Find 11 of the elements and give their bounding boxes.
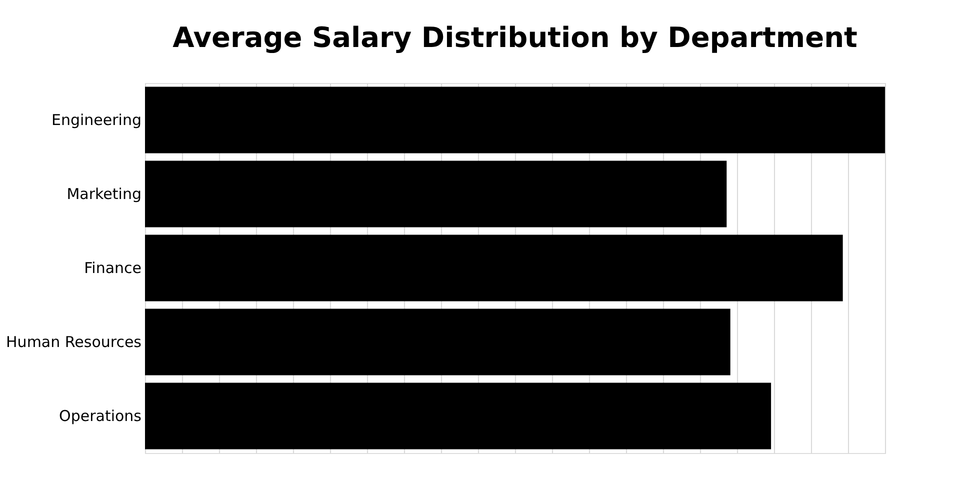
- y-tick-label: Human Resources: [6, 333, 142, 351]
- bar: [145, 382, 772, 450]
- y-tick-label: Operations: [59, 407, 142, 425]
- bar: [145, 234, 843, 302]
- y-tick-label: Marketing: [66, 185, 142, 203]
- chart-title: Average Salary Distribution by Department: [172, 21, 858, 54]
- y-tick-label: Finance: [84, 259, 142, 277]
- bar: [145, 160, 727, 228]
- y-tick-label: Engineering: [52, 111, 142, 129]
- bar: [145, 86, 885, 154]
- bar: [145, 308, 730, 376]
